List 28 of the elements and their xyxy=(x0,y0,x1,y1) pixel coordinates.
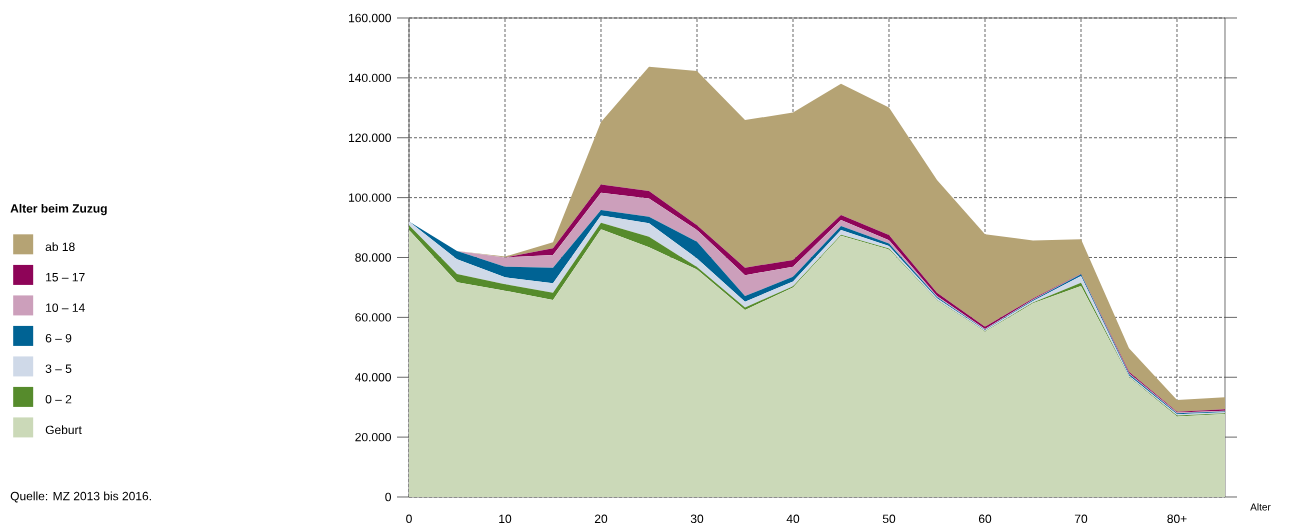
x-axis-title: Alter xyxy=(1250,503,1271,511)
source-note: Quelle: MZ 2013 bis 2016. xyxy=(10,491,151,503)
legend-label: 3 – 5 xyxy=(45,364,72,373)
legend-label: Geburt xyxy=(45,425,82,435)
x-tick-label: 20 xyxy=(594,514,608,524)
y-tick-label: 140.000 xyxy=(349,73,391,83)
y-tick-label: 20.000 xyxy=(355,432,391,442)
y-tick-label: 160.000 xyxy=(349,13,391,23)
x-tick-label: 70 xyxy=(1074,514,1088,524)
legend-label: ab 18 xyxy=(45,242,75,252)
x-tick-label: 60 xyxy=(978,514,992,524)
x-tick-label: 50 xyxy=(882,514,896,524)
y-tick-label: 80.000 xyxy=(355,253,391,262)
y-tick-label: 40.000 xyxy=(355,373,391,382)
legend-label: 6 – 9 xyxy=(45,333,72,343)
y-tick-label: 120.000 xyxy=(349,133,391,142)
x-tick-label: 10 xyxy=(499,514,512,524)
legend-title: Alter beim Zuzug xyxy=(10,203,107,216)
x-tick-label: 80+ xyxy=(1167,514,1187,524)
x-tick-label: 0 xyxy=(406,514,412,524)
y-tick-label: 0 xyxy=(385,492,392,502)
legend-label: 10 – 14 xyxy=(46,303,85,312)
x-tick-label: 30 xyxy=(690,514,704,524)
legend-label: 0 – 2 xyxy=(45,394,72,404)
y-tick-label: 100.000 xyxy=(349,193,391,202)
y-tick-label: 60.000 xyxy=(355,313,391,322)
legend-label: 15 – 17 xyxy=(46,273,85,282)
x-tick-label: 40 xyxy=(786,514,800,524)
